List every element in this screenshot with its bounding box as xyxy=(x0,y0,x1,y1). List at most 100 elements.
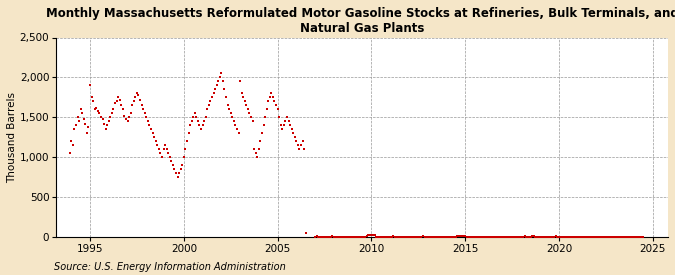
Point xyxy=(160,143,171,148)
Point xyxy=(582,235,593,240)
Point xyxy=(613,235,624,240)
Point xyxy=(294,147,305,152)
Point xyxy=(535,235,545,240)
Point xyxy=(494,234,505,239)
Point xyxy=(580,235,591,240)
Point xyxy=(266,91,277,96)
Point xyxy=(555,235,566,240)
Point xyxy=(217,79,228,84)
Point xyxy=(321,235,331,239)
Point xyxy=(380,235,391,240)
Point xyxy=(233,131,244,136)
Point xyxy=(64,151,75,156)
Point xyxy=(124,115,134,120)
Point xyxy=(116,103,127,108)
Point xyxy=(211,83,222,88)
Point xyxy=(486,235,497,239)
Point xyxy=(619,234,630,239)
Point xyxy=(109,101,120,105)
Point xyxy=(458,234,469,238)
Point xyxy=(530,235,541,240)
Point xyxy=(632,235,643,240)
Point xyxy=(310,235,321,240)
Point xyxy=(92,109,103,113)
Point xyxy=(563,235,574,240)
Point xyxy=(601,235,612,239)
Point xyxy=(315,235,325,240)
Point xyxy=(571,235,582,240)
Point xyxy=(148,135,159,140)
Point xyxy=(76,107,86,112)
Point xyxy=(406,235,417,239)
Point xyxy=(524,235,535,240)
Point xyxy=(203,103,214,108)
Point xyxy=(508,235,519,239)
Point xyxy=(142,119,153,124)
Point xyxy=(413,235,424,240)
Y-axis label: Thousand Barrels: Thousand Barrels xyxy=(7,92,17,183)
Point xyxy=(460,234,470,238)
Point xyxy=(538,235,549,240)
Point xyxy=(173,171,184,176)
Point xyxy=(356,235,367,240)
Point xyxy=(399,235,410,240)
Point xyxy=(319,235,330,240)
Point xyxy=(349,235,360,240)
Point xyxy=(316,235,327,240)
Point xyxy=(157,155,167,160)
Point xyxy=(495,235,506,240)
Point xyxy=(638,235,649,240)
Point xyxy=(253,147,264,152)
Point xyxy=(197,123,208,128)
Point xyxy=(578,235,589,240)
Point xyxy=(566,235,577,240)
Point xyxy=(256,131,267,136)
Point xyxy=(397,235,408,240)
Point xyxy=(541,235,552,240)
Point xyxy=(352,235,362,240)
Point xyxy=(242,107,253,112)
Point xyxy=(80,122,90,126)
Point xyxy=(219,87,230,92)
Point xyxy=(69,127,80,132)
Point xyxy=(331,235,342,240)
Point xyxy=(325,235,336,240)
Point xyxy=(102,123,113,128)
Point xyxy=(469,235,480,240)
Point xyxy=(449,235,460,240)
Point xyxy=(286,127,297,132)
Point xyxy=(135,98,146,102)
Point xyxy=(354,235,364,240)
Point xyxy=(389,235,400,240)
Point xyxy=(311,234,322,238)
Point xyxy=(96,115,107,120)
Point xyxy=(207,95,217,100)
Point xyxy=(167,163,178,167)
Point xyxy=(430,235,441,240)
Point xyxy=(489,235,500,239)
Point xyxy=(344,235,355,240)
Point xyxy=(383,235,394,240)
Point xyxy=(421,235,431,240)
Title: Monthly Massachusetts Reformulated Motor Gasoline Stocks at Refineries, Bulk Ter: Monthly Massachusetts Reformulated Motor… xyxy=(46,7,675,35)
Point xyxy=(443,235,454,240)
Point xyxy=(408,235,419,240)
Point xyxy=(513,235,524,240)
Point xyxy=(452,234,463,238)
Point xyxy=(618,234,628,239)
Point xyxy=(221,95,232,100)
Point xyxy=(196,127,207,132)
Point xyxy=(441,235,452,240)
Point xyxy=(186,119,197,124)
Point xyxy=(247,119,258,124)
Point xyxy=(455,234,466,238)
Point xyxy=(621,235,632,240)
Point xyxy=(169,167,180,172)
Point xyxy=(122,119,133,124)
Point xyxy=(296,143,306,148)
Point xyxy=(532,235,543,240)
Point xyxy=(185,123,196,128)
Point xyxy=(477,235,488,240)
Point xyxy=(379,235,389,240)
Point xyxy=(94,111,105,116)
